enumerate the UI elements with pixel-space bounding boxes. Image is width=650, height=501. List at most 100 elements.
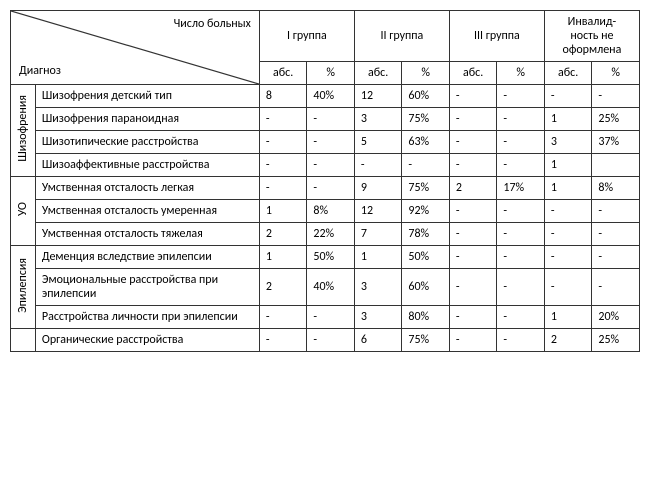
abs-cell: - (449, 108, 497, 131)
abs-cell: 1 (544, 154, 592, 177)
pct-cell: - (497, 306, 545, 329)
sub-header-abs: абс. (259, 62, 307, 85)
pct-cell: - (497, 131, 545, 154)
pct-cell: - (307, 177, 355, 200)
diagnosis-cell: Органические расстройства (35, 329, 259, 352)
abs-cell: - (449, 85, 497, 108)
pct-cell: 25% (592, 108, 640, 131)
abs-cell: - (259, 154, 307, 177)
abs-cell: - (259, 329, 307, 352)
diagnosis-cell: Шизотипические расстройства (35, 131, 259, 154)
disability-table: Число больных Диагноз I группа II группа… (10, 10, 640, 352)
pct-cell: - (307, 131, 355, 154)
table-row: Расстройства личности при эпилепсии -- 380… (11, 306, 640, 329)
pct-cell: 25% (592, 329, 640, 352)
pct-cell: 8% (592, 177, 640, 200)
sub-header-abs: абс. (354, 62, 402, 85)
abs-cell: 3 (354, 108, 402, 131)
pct-cell: 75% (402, 108, 450, 131)
pct-cell: 75% (402, 177, 450, 200)
pct-cell: 20% (592, 306, 640, 329)
abs-cell: - (544, 246, 592, 269)
pct-cell: - (307, 154, 355, 177)
abs-cell: 12 (354, 85, 402, 108)
abs-cell: - (449, 154, 497, 177)
diagnosis-cell: Расстройства личности при эпилепсии (35, 306, 259, 329)
abs-cell: - (449, 223, 497, 246)
table-body: ШизофренияШизофрения детский тип840%1260… (11, 85, 640, 352)
pct-cell: 50% (307, 246, 355, 269)
abs-cell: 2 (544, 329, 592, 352)
header-top-label: Число больных (174, 17, 251, 31)
table-row: ЭпилепсияДеменция вследствие эпилепсии15… (11, 246, 640, 269)
abs-cell: - (449, 246, 497, 269)
abs-cell: 1 (354, 246, 402, 269)
abs-cell: - (544, 269, 592, 306)
pct-cell: - (497, 85, 545, 108)
table-row: Эмоциональные расстройства при эпилепсии… (11, 269, 640, 306)
abs-cell: 2 (259, 269, 307, 306)
pct-cell: - (402, 154, 450, 177)
table-row: ШизофренияШизофрения детский тип840%1260… (11, 85, 640, 108)
group-header-3: III группа (449, 11, 544, 62)
group-header-1: I группа (259, 11, 354, 62)
pct-cell: 80% (402, 306, 450, 329)
diagnosis-cell: Шизофрения параноидная (35, 108, 259, 131)
group-header-2: II группа (354, 11, 449, 62)
pct-cell: - (307, 329, 355, 352)
pct-cell: 40% (307, 269, 355, 306)
pct-cell (592, 154, 640, 177)
abs-cell: 1 (259, 246, 307, 269)
diagnosis-cell: Умственная отсталость умеренная (35, 200, 259, 223)
abs-cell: - (544, 85, 592, 108)
pct-cell: 22% (307, 223, 355, 246)
pct-cell: - (592, 269, 640, 306)
abs-cell: 3 (354, 306, 402, 329)
sub-header-pct: % (307, 62, 355, 85)
pct-cell: - (592, 246, 640, 269)
diagnosis-cell: Шизофрения детский тип (35, 85, 259, 108)
abs-cell: 2 (259, 223, 307, 246)
sub-header-abs: абс. (449, 62, 497, 85)
abs-cell: 3 (354, 269, 402, 306)
abs-cell: 12 (354, 200, 402, 223)
pct-cell: 78% (402, 223, 450, 246)
diagnosis-cell: Деменция вследствие эпилепсии (35, 246, 259, 269)
pct-cell: - (497, 246, 545, 269)
pct-cell: 60% (402, 269, 450, 306)
diagnosis-cell: Умственная отсталость легкая (35, 177, 259, 200)
abs-cell: - (449, 200, 497, 223)
pct-cell: - (497, 329, 545, 352)
pct-cell: 75% (402, 329, 450, 352)
group-header-4: Инвалид- ность не оформлена (544, 11, 639, 62)
abs-cell: 1 (544, 108, 592, 131)
section-label: Шизофрения (16, 95, 30, 162)
section-label-cell: Шизофрения (11, 85, 36, 177)
section-label: Эпилепсия (16, 258, 30, 313)
table-row: Органические расстройства--675%--225% (11, 329, 640, 352)
sub-header-abs: абс. (544, 62, 592, 85)
table-row: Шизофрения параноидная--375%--125% (11, 108, 640, 131)
diagnosis-cell: Умственная отсталость тяжелая (35, 223, 259, 246)
section-label-cell (11, 329, 36, 352)
table-row: Умственная отсталость тяжелая222%778%---… (11, 223, 640, 246)
pct-cell: - (497, 108, 545, 131)
pct-cell: 17% (497, 177, 545, 200)
abs-cell: - (449, 329, 497, 352)
pct-cell: 37% (592, 131, 640, 154)
sub-header-pct: % (592, 62, 640, 85)
abs-cell: - (544, 223, 592, 246)
abs-cell: 3 (544, 131, 592, 154)
abs-cell: - (449, 306, 497, 329)
pct-cell: 60% (402, 85, 450, 108)
abs-cell: - (259, 177, 307, 200)
pct-cell: 8% (307, 200, 355, 223)
pct-cell: - (497, 200, 545, 223)
abs-cell: - (544, 200, 592, 223)
header-bottom-label: Диагноз (19, 64, 61, 78)
abs-cell: 2 (449, 177, 497, 200)
table-row: Умственная отсталость умеренная18%1292%-… (11, 200, 640, 223)
abs-cell: 9 (354, 177, 402, 200)
pct-cell: - (592, 85, 640, 108)
pct-cell: - (497, 269, 545, 306)
